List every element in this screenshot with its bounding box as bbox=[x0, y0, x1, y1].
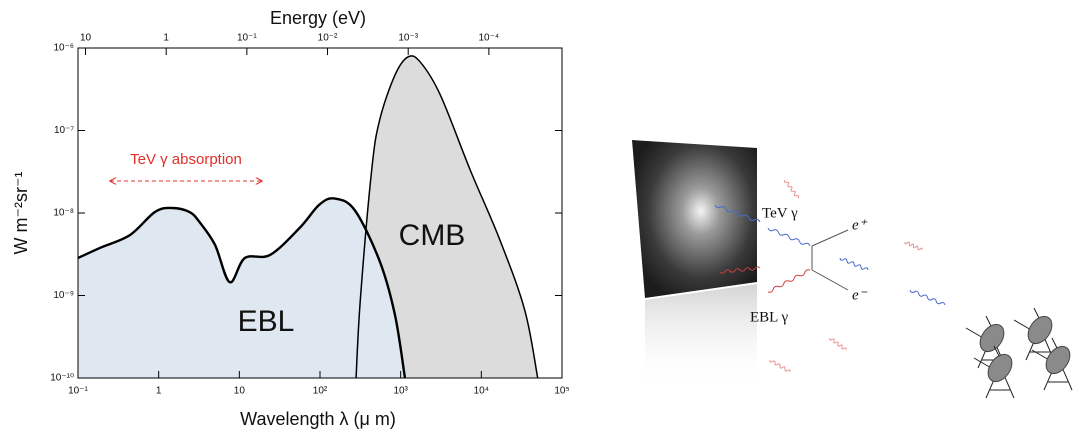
photon bbox=[714, 204, 761, 223]
x-tick-label: 10 bbox=[234, 386, 246, 397]
photon bbox=[829, 337, 847, 351]
diagram: TeV γ e⁺ EBL γ e⁻ bbox=[632, 140, 1073, 399]
x2-tick-label: 10⁻⁴ bbox=[479, 33, 500, 44]
photon bbox=[783, 179, 800, 199]
photon bbox=[904, 241, 923, 251]
x2-axis-title: Energy (eV) bbox=[270, 8, 366, 28]
x-tick-label: 10⁵ bbox=[554, 386, 569, 397]
x-tick-label: 10⁴ bbox=[474, 386, 489, 397]
telescope-dish bbox=[979, 323, 1005, 353]
x2-tick-label: 10⁻³ bbox=[398, 33, 418, 44]
telescopes bbox=[965, 307, 1073, 399]
electron-line bbox=[811, 269, 849, 291]
diagram-label: EBL γ bbox=[750, 309, 789, 325]
area bbox=[356, 55, 538, 379]
photon bbox=[767, 269, 811, 293]
diagram-label: TeV γ bbox=[762, 205, 798, 221]
x-tick-label: 1 bbox=[156, 386, 162, 397]
y-tick-label: 10⁻⁹ bbox=[53, 290, 74, 301]
y-axis-title: W m⁻²sr⁻¹ bbox=[11, 172, 31, 255]
series-label: CMB bbox=[399, 219, 466, 252]
photon bbox=[769, 359, 791, 373]
x-axis-title: Wavelength λ (μ m) bbox=[240, 409, 396, 429]
y-tick-label: 10⁻¹⁰ bbox=[50, 373, 74, 384]
positron-line bbox=[811, 229, 849, 247]
galaxy-image bbox=[632, 140, 757, 298]
diagram-label: e⁻ bbox=[852, 287, 868, 303]
annotation: TeV γ absorption bbox=[130, 151, 242, 168]
telescope-dish bbox=[1027, 315, 1053, 345]
x-tick-label: 10⁻¹ bbox=[68, 386, 88, 397]
y-tick-label: 10⁻⁸ bbox=[53, 208, 74, 219]
diagram-label: e⁺ bbox=[852, 217, 868, 233]
x2-tick-label: 10⁻¹ bbox=[237, 33, 257, 44]
x2-tick-label: 10 bbox=[80, 33, 92, 44]
photon bbox=[839, 257, 869, 271]
line bbox=[77, 197, 407, 379]
x-tick-label: 10³ bbox=[393, 386, 408, 397]
photon bbox=[767, 227, 811, 247]
x2-tick-label: 1 bbox=[163, 33, 169, 44]
y-tick-label: 10⁻⁶ bbox=[53, 43, 74, 54]
series-label: EBL bbox=[238, 305, 295, 338]
photons bbox=[714, 179, 946, 373]
photon bbox=[909, 289, 946, 306]
telescope-dish bbox=[987, 353, 1013, 383]
photon bbox=[719, 266, 761, 274]
y-tick-label: 10⁻⁷ bbox=[54, 125, 74, 136]
plot: CMB EBL 10⁻¹ 1 10 10² 10³ 10⁴ 10⁵ 10 1 10⁻¹ 10⁻² 10⁻³… bbox=[50, 33, 569, 397]
area bbox=[78, 198, 405, 378]
telescope-dish bbox=[1045, 345, 1071, 375]
galaxy-reflection bbox=[645, 284, 757, 390]
x2-tick-label: 10⁻² bbox=[318, 33, 338, 44]
x-tick-label: 10² bbox=[313, 386, 328, 397]
line bbox=[355, 55, 539, 379]
